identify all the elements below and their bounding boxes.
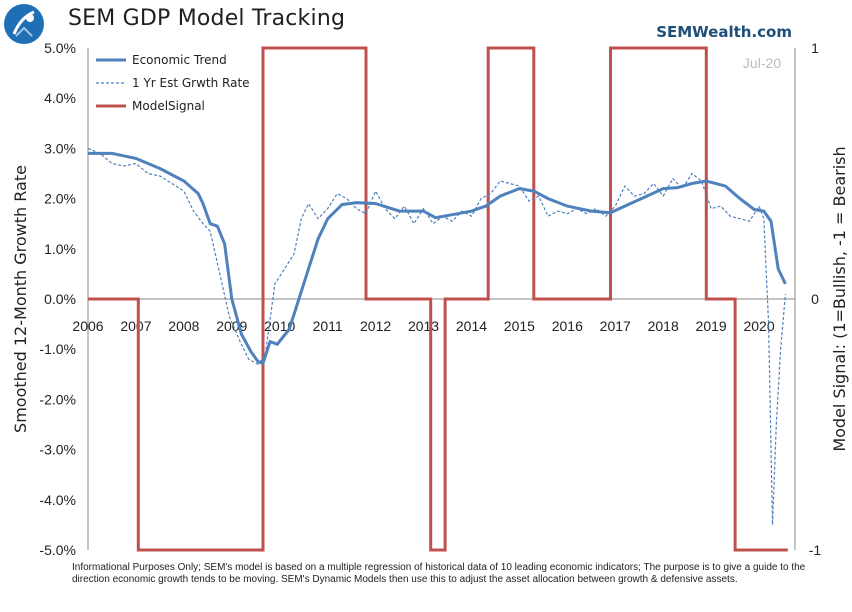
model-signal-line bbox=[88, 46, 788, 552]
x-tick-label: 2008 bbox=[168, 318, 199, 334]
x-tick-label: 2018 bbox=[648, 318, 679, 334]
y-tick-labels: 5.0% 4.0% 3.0% 2.0% 1.0% 0.0% -1.0% -2.0% -3.0% -… bbox=[39, 40, 76, 558]
y-tick-label: -3.0% bbox=[39, 442, 76, 458]
y-tick-label: 4.0% bbox=[44, 90, 76, 106]
y2-tick-label: 0 bbox=[811, 291, 819, 307]
date-label: Jul-20 bbox=[743, 55, 781, 71]
y-tick-label: 1.0% bbox=[44, 241, 76, 257]
y2-axis-label: Model Signal: (1=Bullish, -1 = Bearish bbox=[830, 146, 849, 451]
x-tick-label: 2006 bbox=[72, 318, 103, 334]
legend-label-estimate: 1 Yr Est Grwth Rate bbox=[132, 76, 250, 90]
economic-trend-line bbox=[88, 151, 787, 366]
x-tick-label: 2014 bbox=[456, 318, 487, 334]
y-tick-label: 5.0% bbox=[44, 40, 76, 56]
y-tick-label: 0.0% bbox=[44, 291, 76, 307]
y-tick-label: 2.0% bbox=[44, 191, 76, 207]
x-tick-label: 2015 bbox=[504, 318, 535, 334]
x-tick-label: 2007 bbox=[120, 318, 151, 334]
x-tick-label: 2013 bbox=[408, 318, 439, 334]
semwealth-logo bbox=[4, 4, 44, 44]
y2-tick-label: 1 bbox=[811, 40, 819, 56]
x-tick-label: 2009 bbox=[216, 318, 247, 334]
x-tick-label: 2011 bbox=[313, 318, 343, 334]
estimate-growth-line bbox=[87, 147, 786, 525]
legend-label-signal: ModelSignal bbox=[132, 99, 205, 113]
y-tick-label: -2.0% bbox=[39, 391, 76, 407]
x-tick-label: 2019 bbox=[696, 318, 727, 334]
footnote: Informational Purposes Only; SEM's model… bbox=[72, 562, 806, 585]
legend-label-trend: Economic Trend bbox=[132, 53, 227, 67]
x-tick-label: 2012 bbox=[360, 318, 391, 334]
brand-link[interactable]: SEMWealth.com bbox=[656, 23, 792, 41]
y2-tick-label: -1 bbox=[809, 542, 822, 558]
x-tick-label: 2016 bbox=[552, 318, 583, 334]
x-tick-labels: 2006 2007 2008 2009 2010 2011 2012 2013 2014 2015… bbox=[72, 318, 774, 334]
y-tick-label: 3.0% bbox=[44, 140, 76, 156]
y2-tick-labels: 1 0 -1 bbox=[809, 40, 822, 558]
x-tick-label: 2017 bbox=[600, 318, 631, 334]
legend: Economic Trend 1 Yr Est Grwth Rate Model… bbox=[96, 53, 250, 113]
y-tick-label: -4.0% bbox=[39, 492, 76, 508]
y-axis-label: Smoothed 12-Month Growth Rate bbox=[11, 165, 30, 433]
y-tick-label: -1.0% bbox=[39, 341, 76, 357]
chart-title: SEM GDP Model Tracking bbox=[68, 6, 346, 31]
x-tick-label: 2020 bbox=[743, 318, 774, 334]
y-tick-label: -5.0% bbox=[39, 542, 76, 558]
